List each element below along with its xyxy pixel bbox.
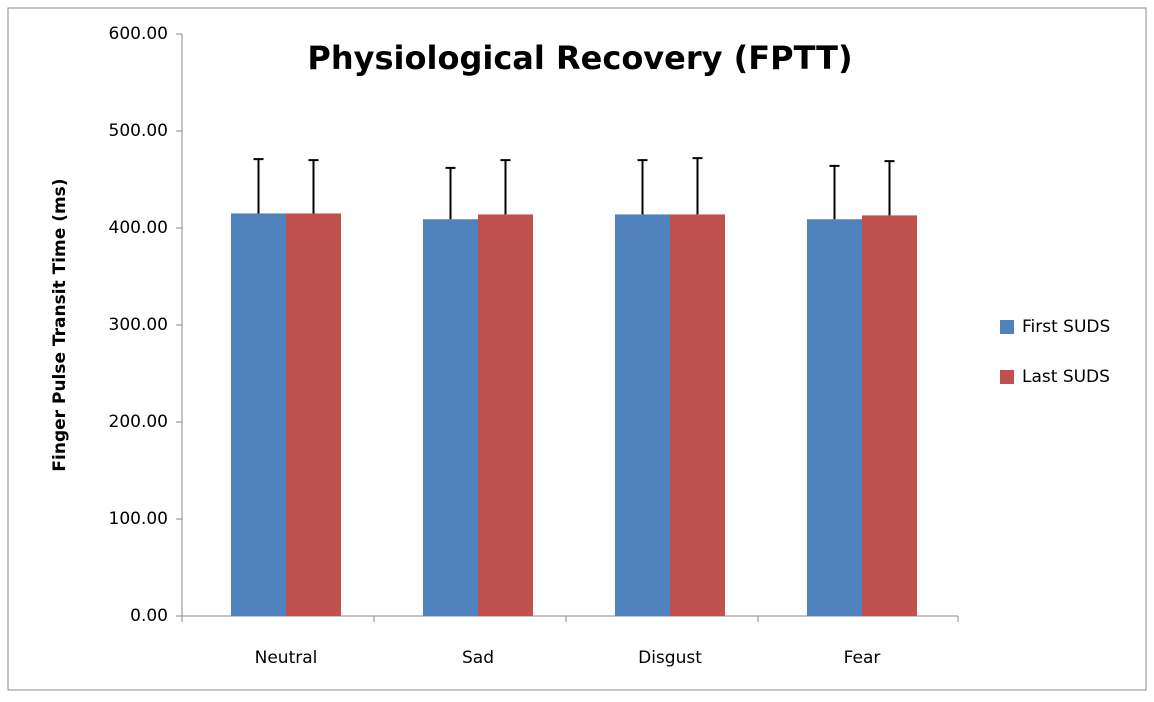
error-bar [308,159,319,214]
error-bar [829,164,840,220]
x-tick-label: Disgust [638,648,702,668]
error-bar [445,166,456,220]
bar [478,214,533,617]
bar [286,213,341,616]
x-tick-label: Neutral [255,648,318,668]
bar [670,214,725,617]
y-tick-label: 500.00 [109,121,168,141]
error-bar [692,157,703,215]
bar [615,214,670,617]
chart-title: Physiological Recovery (FPTT) [307,39,852,77]
legend-label: First SUDS [1022,317,1110,337]
legend-swatch [1000,370,1014,384]
y-axis-label: Finger Pulse Transit Time (ms) [50,178,70,471]
error-bar [253,158,264,214]
bar [423,219,478,616]
y-tick-label: 300.00 [109,315,168,335]
chart-frame [7,7,1147,691]
x-tick-label: Fear [844,648,881,668]
error-bar [884,160,895,216]
x-tick-label: Sad [462,648,494,668]
bar [231,213,286,616]
y-tick-label: 200.00 [109,412,168,432]
y-tick-label: 400.00 [109,218,168,238]
y-tick-label: 0.00 [130,606,168,626]
y-tick-label: 100.00 [109,509,168,529]
bar [807,219,862,616]
legend-swatch [1000,320,1014,334]
error-bar [637,159,648,215]
error-bar [500,159,511,215]
y-tick-label: 600.00 [109,24,168,44]
legend-label: Last SUDS [1022,367,1110,387]
bar [862,215,917,616]
